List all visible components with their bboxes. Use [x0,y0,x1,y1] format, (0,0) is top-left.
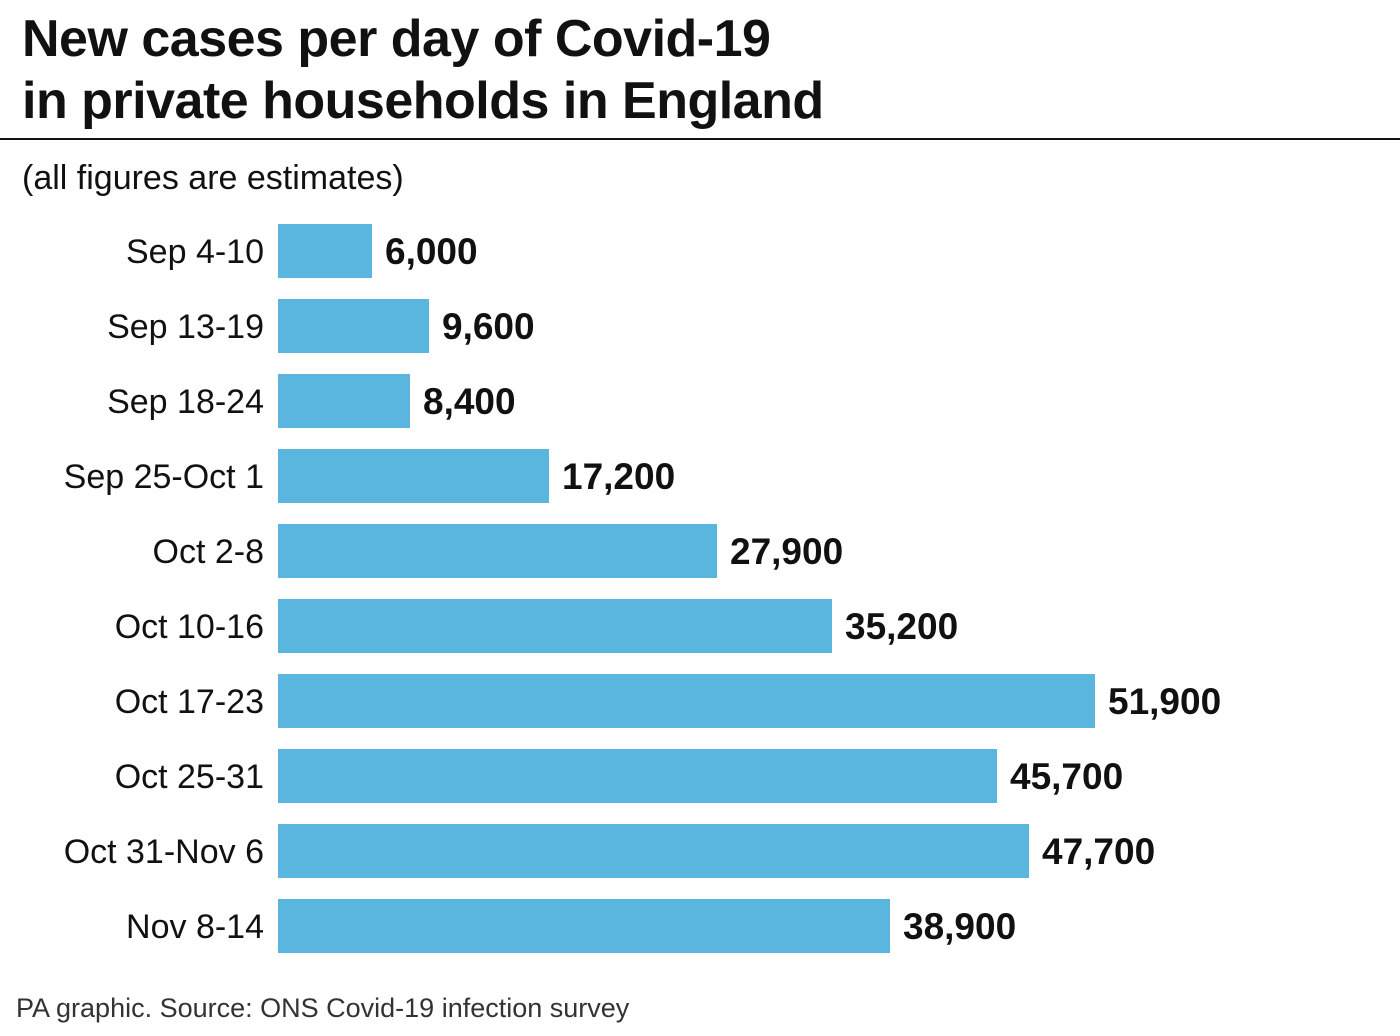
category-label: Sep 13-19 [107,308,264,346]
bar-value-label: 47,700 [1042,831,1155,872]
category-label: Oct 17-23 [115,683,264,721]
bar-value-label: 8,400 [423,381,516,422]
bar [278,824,1029,878]
category-label: Oct 10-16 [115,608,264,646]
bar [278,224,372,278]
chart-title: New cases per day of Covid-19 in private… [22,8,1322,132]
bar [278,899,890,953]
chart-title-line-1: New cases per day of Covid-19 [22,10,771,68]
category-label: Nov 8-14 [126,908,264,946]
category-label: Sep 25-Oct 1 [64,458,264,496]
category-label: Oct 31-Nov 6 [64,833,264,871]
bar-value-label: 38,900 [903,906,1016,947]
bar [278,599,832,653]
category-label: Sep 4-10 [126,233,264,271]
bar-value-label: 17,200 [562,456,675,497]
category-label: Oct 25-31 [115,758,264,796]
bar [278,449,549,503]
bar [278,674,1095,728]
category-label: Oct 2-8 [153,533,264,571]
bar [278,749,997,803]
bar-value-label: 35,200 [845,606,958,647]
bar-value-label: 27,900 [730,531,843,572]
bar-value-label: 51,900 [1108,681,1221,722]
chart-title-line-2: in private households in England [22,72,824,130]
bar-value-label: 6,000 [385,231,478,272]
chart-subtitle: (all figures are estimates) [22,159,404,197]
bar-value-label: 45,700 [1010,756,1123,797]
source-footer: PA graphic. Source: ONS Covid-19 infecti… [16,993,630,1023]
category-label: Sep 18-24 [107,383,264,421]
title-divider [0,138,1400,140]
bar [278,524,717,578]
bar-value-label: 9,600 [442,306,535,347]
bar [278,299,429,353]
bar [278,374,410,428]
